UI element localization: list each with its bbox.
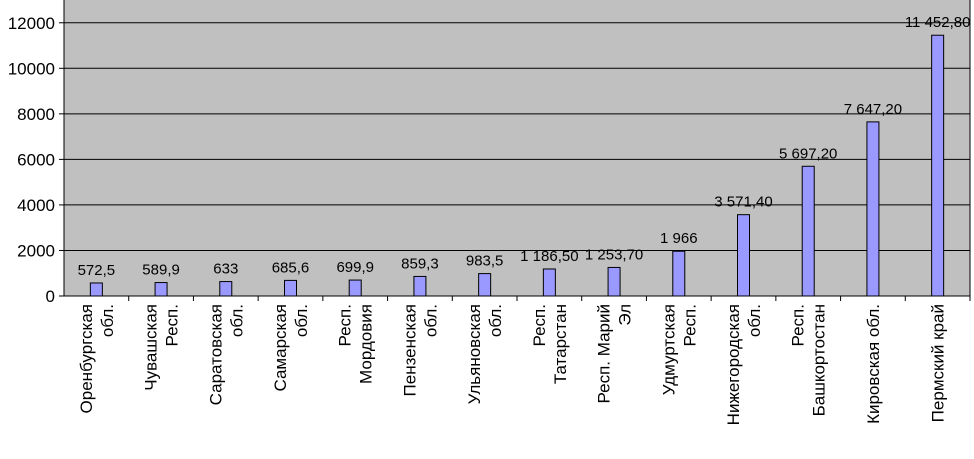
y-tick-label: 8000 [17,105,55,124]
category-label-line: Респ. [789,304,808,346]
data-label: 1 966 [660,230,698,247]
data-label: 11 452,80 [905,14,971,31]
category-label-line: Мордовия [357,304,376,384]
data-label: 859,3 [401,255,439,272]
data-label: 633 [213,261,238,278]
y-tick-label: 4000 [17,196,55,215]
y-tick-label: 6000 [17,150,55,169]
category-label: Респ. Мордовия [336,304,376,384]
category-label: Удмуртская Респ. [659,304,699,395]
data-labels: 572,5 589,9 633 685,6 699,9 859,3 983,5 1 186,5… [78,14,971,279]
y-tick-label: 12000 [8,14,55,33]
category-label-line: Респ. Марий [595,304,614,403]
plot-area-background [64,0,970,296]
category-label-line: Респ. [530,304,549,346]
bar [737,214,750,297]
category-label-line: Нижегородская [724,304,743,425]
data-label: 699,9 [336,259,374,276]
category-label-line: обл. [227,304,246,337]
y-tick-label: 10000 [8,59,55,78]
bar [284,279,297,297]
category-label-line: обл. [421,304,440,337]
category-label-line: Саратовская [206,304,225,405]
data-label: 572,5 [78,262,116,279]
category-label-line: обл. [98,304,117,337]
category-label: Нижегородская обл. [724,304,764,425]
bar [801,165,815,297]
category-label-line: Ульяновская [465,304,484,404]
category-label: Саратовская обл. [206,304,246,405]
bar [348,279,362,297]
data-label: 3 571,40 [714,194,772,211]
category-label: Кировская обл. [864,304,883,424]
y-axis-tick-labels: 0 2000 4000 6000 8000 10000 12000 [8,14,64,306]
category-label-line: Чувашская [142,304,161,391]
category-label-line: Респ. [680,304,699,346]
bar [413,275,427,297]
category-label-line: обл. [486,304,505,337]
gridlines [64,22,970,251]
x-axis-category-labels: Оренбургская обл. Чувашская Респ. Саратовска… [77,296,971,425]
bar [89,282,103,297]
category-label-line: Кировская обл. [864,304,883,424]
category-label-line: обл. [292,304,311,337]
bar [866,121,880,297]
category-label-line: Оренбургская [77,304,96,413]
category-label: Оренбургская обл. [77,304,117,413]
bar [672,250,686,297]
category-label: Респ. Марий Эл [595,304,635,403]
category-label-line: Удмуртская [659,304,678,395]
category-label-line: Респ. [163,304,182,346]
data-label: 7 647,20 [844,101,902,118]
data-label: 685,6 [272,259,310,276]
category-label-line: Башкортостан [810,304,829,416]
bar [931,34,945,297]
data-label: 1 253,70 [585,246,643,263]
data-label: 589,9 [142,262,180,279]
y-tick-label: 2000 [17,241,55,260]
bar [219,281,233,297]
category-label: Пермский край [929,304,948,422]
category-label: Чувашская Респ. [142,304,182,391]
bar [154,282,168,297]
category-label-line: Пензенская [400,304,419,396]
category-label-line: Респ. [336,304,355,346]
category-label: Самарская обл. [271,304,311,392]
category-label: Ульяновская обл. [465,304,505,404]
category-label-line: Эл [616,304,635,326]
bar [542,268,556,297]
bars [89,34,945,297]
category-label: Респ. Татарстан [530,304,570,384]
data-label: 5 697,20 [779,145,837,162]
category-label-line: Татарстан [551,304,570,384]
category-label-line: Пермский край [929,304,948,422]
category-label-line: Самарская [271,304,290,392]
data-label: 983,5 [466,253,504,270]
category-label: Респ. Башкортостан [789,304,829,416]
category-label-line: обл. [745,304,764,337]
category-label: Пензенская обл. [400,304,440,396]
y-tick-label: 0 [46,287,55,306]
bar [607,266,621,297]
data-label: 1 186,50 [520,248,578,265]
bar [478,273,492,297]
